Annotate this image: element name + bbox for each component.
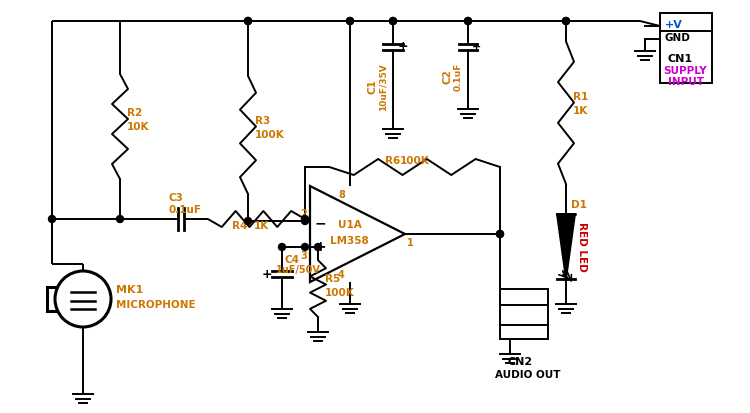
Text: +V: +V [665,20,682,30]
Text: GND: GND [665,33,691,43]
Polygon shape [557,214,575,279]
Circle shape [244,19,251,26]
Text: 4: 4 [338,269,345,279]
Circle shape [562,19,569,26]
Circle shape [49,216,55,223]
Circle shape [302,218,308,225]
Text: 0.1uF: 0.1uF [454,63,463,91]
Text: INPUT: INPUT [668,77,704,87]
Circle shape [116,216,124,223]
Text: AUDIO OUT: AUDIO OUT [495,369,560,379]
Text: C3: C3 [168,192,183,202]
Text: SUPPLY: SUPPLY [663,66,706,76]
Bar [660,14,712,84]
Text: 2: 2 [300,209,307,218]
Text: 1K: 1K [254,221,269,230]
Text: R1: R1 [573,91,588,101]
Text: C4: C4 [285,254,300,264]
Text: R3: R3 [255,115,270,125]
Circle shape [496,231,503,238]
Text: R4: R4 [232,221,248,230]
Text: 1uF/50V: 1uF/50V [276,264,321,274]
Text: R5: R5 [325,273,340,283]
Text: 1: 1 [407,237,414,247]
Circle shape [302,244,308,251]
Text: 1K: 1K [573,105,588,115]
Circle shape [346,19,353,26]
Text: C2: C2 [443,69,453,84]
Circle shape [562,19,569,26]
Circle shape [244,19,251,26]
Bar [500,289,548,339]
Text: −: − [315,216,326,230]
Circle shape [464,19,472,26]
Text: D1: D1 [571,199,586,209]
Circle shape [302,216,308,223]
Text: C1: C1 [368,79,378,94]
Circle shape [496,231,503,238]
Text: +: + [398,40,409,53]
Text: 10K: 10K [127,122,149,132]
Text: 100K: 100K [325,287,355,297]
Circle shape [389,19,397,26]
Text: +: + [472,42,482,52]
Text: 8: 8 [338,190,345,199]
Text: +: + [315,240,326,254]
Text: RED LED: RED LED [577,222,587,271]
Text: MK1: MK1 [116,284,143,294]
Text: CN1: CN1 [668,54,693,64]
Text: CN2: CN2 [508,356,533,366]
Text: 100K: 100K [255,129,285,139]
Text: MICROPHONE: MICROPHONE [116,299,196,309]
Text: 3: 3 [300,250,307,260]
Text: 10uF/35V: 10uF/35V [379,63,388,111]
Circle shape [389,19,397,26]
Text: 0.1uF: 0.1uF [168,204,201,214]
Circle shape [314,244,322,251]
Text: R2: R2 [127,108,142,118]
Text: LM358: LM358 [330,235,369,245]
Text: 100K: 100K [400,156,429,166]
Text: U1A: U1A [338,219,362,230]
Text: R6: R6 [385,156,400,166]
Text: +: + [262,267,272,280]
Circle shape [464,19,472,26]
Circle shape [278,244,286,251]
Circle shape [244,218,251,225]
Circle shape [346,19,353,26]
